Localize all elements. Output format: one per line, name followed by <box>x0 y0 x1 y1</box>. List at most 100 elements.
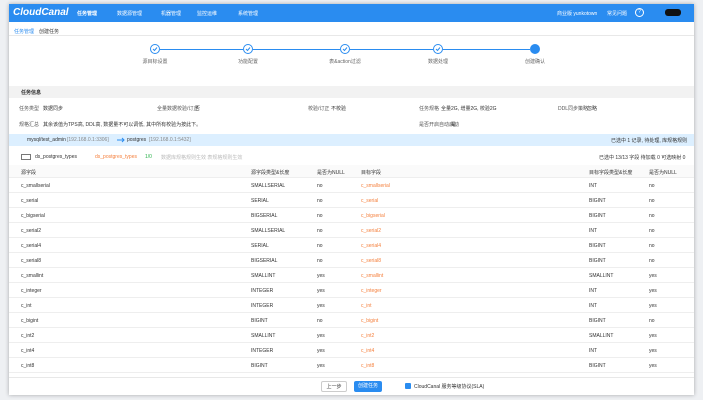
table-cell: no <box>317 318 323 324</box>
table-cell: INT <box>589 288 598 294</box>
info-value: 全量2G, 增量2G, 校验2G <box>441 106 497 112</box>
table-header-row: 源字段 源字段类型&长度 是否为NULL 目标字段 目标字段类型&长度 是否为NULL <box>9 165 694 178</box>
info-label: DDL同步策略 <box>558 106 589 112</box>
info-value: 否 <box>195 106 201 112</box>
table-cell: INTEGER <box>251 288 274 294</box>
info-label: 任务类型 <box>19 106 40 112</box>
menu-item[interactable]: 数据源管理 <box>117 11 143 17</box>
avatar[interactable] <box>665 9 681 16</box>
table-row: c_int8 BIGINT yes c_int8 BIGINT yes <box>9 358 694 373</box>
table-row: c_serial4 SERIAL no c_serial4 BIGINT no <box>9 238 694 253</box>
table-header: ds_postgres_types ds_postgres_types 1/0 … <box>9 151 694 163</box>
column-header: 源字段类型&长度 <box>251 170 290 176</box>
table-cell: SMALLINT <box>251 273 276 279</box>
step-circle <box>243 44 253 54</box>
create-button[interactable]: 创建任务 <box>354 381 382 392</box>
target-db: postgres <box>127 137 147 143</box>
table-cell: c_serial2 <box>21 228 42 234</box>
table-cell: BIGSERIAL <box>251 258 278 264</box>
table-cell: SMALLINT <box>589 273 614 279</box>
table-cell: yes <box>649 288 657 294</box>
table-cell: c_int8 <box>361 363 375 369</box>
table-cell: no <box>649 228 655 234</box>
table-icon <box>21 154 31 160</box>
table-note: 数据库规格规则生效 表规格规则生效 <box>161 155 243 161</box>
table-cell: yes <box>317 333 325 339</box>
table-cell: SMALLINT <box>251 333 276 339</box>
table-cell: c_int8 <box>21 363 35 369</box>
table-cell: c_smallserial <box>361 183 390 189</box>
menu-item[interactable]: 监控运维 <box>197 11 218 17</box>
column-header: 是否为NULL <box>649 170 677 176</box>
table-cell: c_int4 <box>21 348 35 354</box>
table-cell: BIGINT <box>251 363 268 369</box>
info-label: 任务规格 <box>419 106 440 112</box>
table-cell: c_smallserial <box>21 183 50 189</box>
table-cell: no <box>317 228 323 234</box>
column-header: 源字段 <box>21 170 37 176</box>
table-cell: yes <box>317 288 325 294</box>
mapping-status: 已选中 1 记录, 待处理, 库规格规则 <box>611 138 688 144</box>
table-cell: c_serial8 <box>361 258 382 264</box>
table-cell: SMALLSERIAL <box>251 183 286 189</box>
step-line <box>253 49 340 50</box>
table-cell: c_int2 <box>361 333 375 339</box>
column-header: 目标字段类型&长度 <box>589 170 633 176</box>
menu-item[interactable]: 任务管理 <box>77 11 98 17</box>
table-cell: BIGINT <box>589 258 606 264</box>
table-cell: c_smallint <box>21 273 44 279</box>
table-cell: yes <box>317 363 325 369</box>
breadcrumb-item[interactable]: 任务管理 <box>14 29 35 35</box>
table-cell: BIGINT <box>589 363 606 369</box>
table-cell: c_serial2 <box>361 228 382 234</box>
table-summary: 已选中 13/13 字段 待加载 0 可选映射 0 <box>599 155 686 161</box>
menu-item[interactable]: 机器管理 <box>161 11 182 17</box>
table-cell: yes <box>649 273 657 279</box>
table-cell: yes <box>317 303 325 309</box>
table-cell: c_bigserial <box>361 213 385 219</box>
help-icon[interactable]: ? <box>635 8 644 17</box>
menu-item[interactable]: 系统管理 <box>238 11 259 17</box>
table-cell: no <box>649 198 655 204</box>
info-value: 忽略 <box>587 106 598 112</box>
table-cell: c_smallint <box>361 273 384 279</box>
prev-button[interactable]: 上一步 <box>321 381 347 392</box>
table-cell: SERIAL <box>251 198 269 204</box>
section-header: 任务信息 <box>9 86 694 98</box>
step-label: 创建确认 <box>524 59 545 65</box>
step-line <box>160 49 243 50</box>
table-cell: no <box>317 198 323 204</box>
arrow-icon <box>117 137 125 143</box>
table-cell: BIGINT <box>251 318 268 324</box>
table-cell: yes <box>649 363 657 369</box>
column-header: 是否为NULL <box>317 170 345 176</box>
table-row: c_int INTEGER yes c_int INT yes <box>9 298 694 313</box>
user-name[interactable]: 商业版 yunkotown <box>557 11 598 17</box>
table-cell: SMALLINT <box>589 333 614 339</box>
agreement[interactable]: CloudCanal 服务等级协议(SLA) <box>414 384 485 390</box>
table-cell: c_bigserial <box>21 213 45 219</box>
table-cell: INT <box>589 348 598 354</box>
help-link[interactable]: 常见问题 <box>607 11 628 17</box>
checkbox[interactable] <box>405 383 411 389</box>
table-cell: c_integer <box>361 288 382 294</box>
step-line <box>350 49 433 50</box>
table-cell: no <box>317 258 323 264</box>
nav-bar: CloudCanal 任务管理 数据源管理 机器管理 监控运维 系统管理 商业版… <box>9 4 694 22</box>
table-cell: yes <box>317 348 325 354</box>
table-cell: c_serial8 <box>21 258 42 264</box>
table-tag: 1/0 <box>145 154 152 160</box>
target-table: ds_postgres_types <box>95 154 137 160</box>
table-cell: c_int4 <box>361 348 375 354</box>
table-cell: BIGINT <box>589 213 606 219</box>
table-row: c_int4 INTEGER yes c_int4 INT yes <box>9 343 694 358</box>
step-circle <box>530 44 540 54</box>
table-cell: yes <box>649 303 657 309</box>
step-circle <box>433 44 443 54</box>
table-cell: c_bigint <box>21 318 39 324</box>
table-cell: no <box>317 243 323 249</box>
table-cell: BIGINT <box>589 198 606 204</box>
step-label: 源目标设置 <box>142 59 168 65</box>
logo[interactable]: CloudCanal <box>13 7 69 18</box>
